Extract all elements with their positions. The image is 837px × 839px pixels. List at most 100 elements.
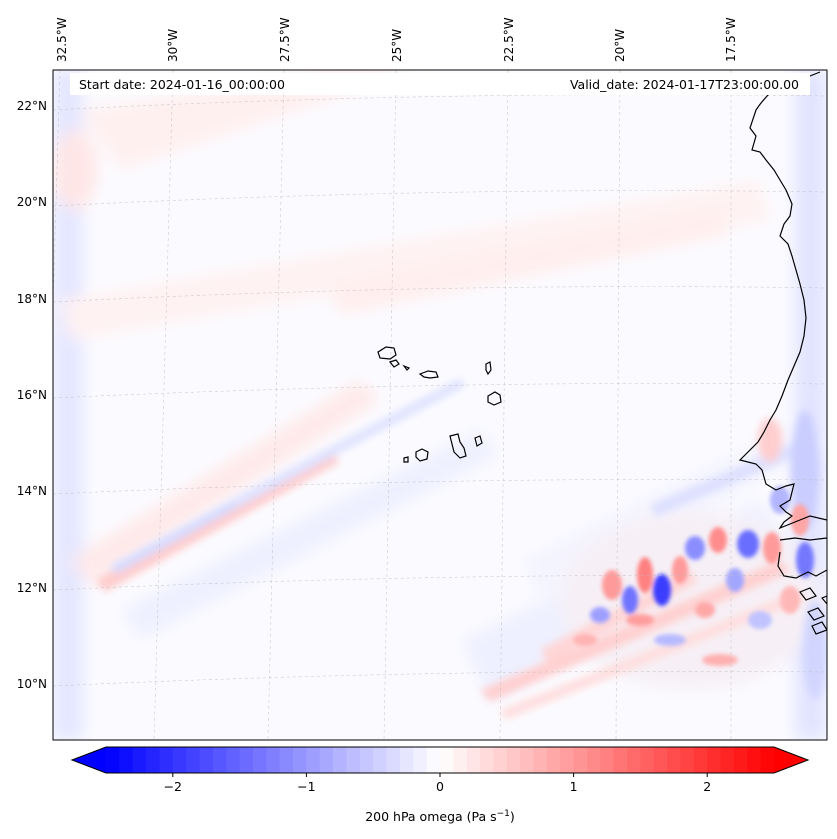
colorbar-segment <box>426 747 441 773</box>
colorbar-outline <box>70 746 810 774</box>
map-border <box>52 69 828 741</box>
colorbar-segment <box>186 747 201 773</box>
colorbar-segment <box>453 747 468 773</box>
colorbar-title-main: 200 hPa omega (Pa s <box>365 809 496 824</box>
africa-coastline <box>738 79 827 530</box>
colorbar-segment <box>720 747 735 773</box>
island-maio <box>474 435 483 447</box>
lon-label: 32.5°W <box>55 17 69 62</box>
latitude-labels: 22°N 20°N 18°N 16°N 14°N 12°N 10°N <box>17 99 47 691</box>
lat-label: 18°N <box>17 292 47 306</box>
lon-label: 30°W <box>166 29 180 62</box>
colorbar-title-end: ) <box>510 809 515 824</box>
island-santa-luzia <box>402 364 411 371</box>
colorbar-segment <box>667 747 682 773</box>
longitude-labels: 32.5°W 30°W 27.5°W 25°W 22.5°W 20°W 17.5… <box>55 17 738 62</box>
colorbar-segment <box>693 747 708 773</box>
colorbar-segment <box>680 747 695 773</box>
colorbar-extend-min <box>72 747 106 773</box>
colorbar-segment <box>373 747 388 773</box>
lat-label: 14°N <box>17 484 47 498</box>
colorbar-segment <box>279 747 294 773</box>
colorbar-segment <box>707 747 722 773</box>
colorbar-segment <box>386 747 401 773</box>
island-sao-nicolau <box>418 370 439 379</box>
colorbar: −2 −1 0 1 2 200 hPa omega (Pa s−1) <box>70 746 810 824</box>
lat-label: 22°N <box>17 99 47 113</box>
colorbar-segment <box>627 747 641 773</box>
island-santiago <box>449 433 467 459</box>
lon-label: 27.5°W <box>278 17 292 62</box>
coastlines <box>377 71 827 635</box>
island-sal <box>485 361 492 376</box>
colorbar-segment <box>159 747 174 773</box>
colorbar-segment <box>333 747 348 773</box>
colorbar-segment <box>119 747 134 773</box>
colorbar-tick-label: 1 <box>570 779 578 794</box>
lat-label: 12°N <box>17 581 47 595</box>
colorbar-segment <box>493 747 508 773</box>
lat-label: 16°N <box>17 388 47 402</box>
colorbar-segment <box>480 747 495 773</box>
colorbar-segment <box>212 747 227 773</box>
start-date-text: Start date: 2024-01-16_00:00:00 <box>79 77 285 92</box>
colorbar-segment <box>440 747 454 773</box>
colorbar-segment <box>413 747 428 773</box>
valid-date-text: Valid_date: 2024-01-17T23:00:00.00 <box>570 77 799 92</box>
island-santo-antao <box>377 346 397 360</box>
map-panel <box>53 70 827 740</box>
colorbar-segment <box>319 747 334 773</box>
colorbar-tick-label: −2 <box>164 779 182 794</box>
colorbar-segment <box>640 747 655 773</box>
lon-label: 22.5°W <box>502 17 516 62</box>
colorbar-segment <box>520 747 535 773</box>
colorbar-segment <box>293 747 307 773</box>
colorbar-extend-max <box>774 747 808 773</box>
colorbar-segment <box>600 747 615 773</box>
island-sao-vicente <box>388 359 400 368</box>
field-cells-layer <box>573 486 814 666</box>
colorbar-segment <box>252 747 267 773</box>
lon-label: 25°W <box>390 29 404 62</box>
graticule <box>53 70 827 740</box>
colorbar-segment <box>747 747 762 773</box>
colorbar-segment <box>573 747 588 773</box>
island-fogo <box>415 448 429 462</box>
colorbar-segment <box>172 747 187 773</box>
colorbar-segment <box>239 747 254 773</box>
colorbar-title: 200 hPa omega (Pa s−1) <box>365 809 515 824</box>
colorbar-segment <box>359 747 374 773</box>
colorbar-segment <box>132 747 147 773</box>
colorbar-segment <box>106 747 120 773</box>
colorbar-title-superscript: −1 <box>497 809 510 819</box>
colorbar-tick-label: 0 <box>436 779 444 794</box>
colorbar-segment <box>506 747 521 773</box>
colorbar-tick-label: −1 <box>297 779 315 794</box>
colorbar-segment <box>560 747 575 773</box>
lat-label: 10°N <box>17 677 47 691</box>
colorbar-segment <box>733 747 748 773</box>
lon-label: 20°W <box>613 29 627 62</box>
island-boa-vista <box>487 391 502 406</box>
colorbar-segment <box>546 747 561 773</box>
island-brava <box>403 456 409 463</box>
cape-verde-islands <box>377 346 502 463</box>
colorbar-segment <box>226 747 241 773</box>
colorbar-segments <box>106 747 775 773</box>
lon-label: 17.5°W <box>724 17 738 62</box>
colorbar-segment <box>199 747 214 773</box>
colorbar-segment <box>760 747 775 773</box>
date-header-strip <box>70 73 810 95</box>
colorbar-segment <box>466 747 481 773</box>
colorbar-segment <box>533 747 548 773</box>
colorbar-ticks: −2 −1 0 1 2 <box>164 773 711 794</box>
field-band-layer <box>95 378 827 720</box>
colorbar-segment <box>653 747 668 773</box>
colorbar-segment <box>306 747 321 773</box>
colorbar-segment <box>399 747 414 773</box>
guinea-bissau-coastline <box>777 551 827 579</box>
lat-label: 20°N <box>17 195 47 209</box>
colorbar-segment <box>613 747 628 773</box>
bijagos-islands <box>799 587 827 635</box>
